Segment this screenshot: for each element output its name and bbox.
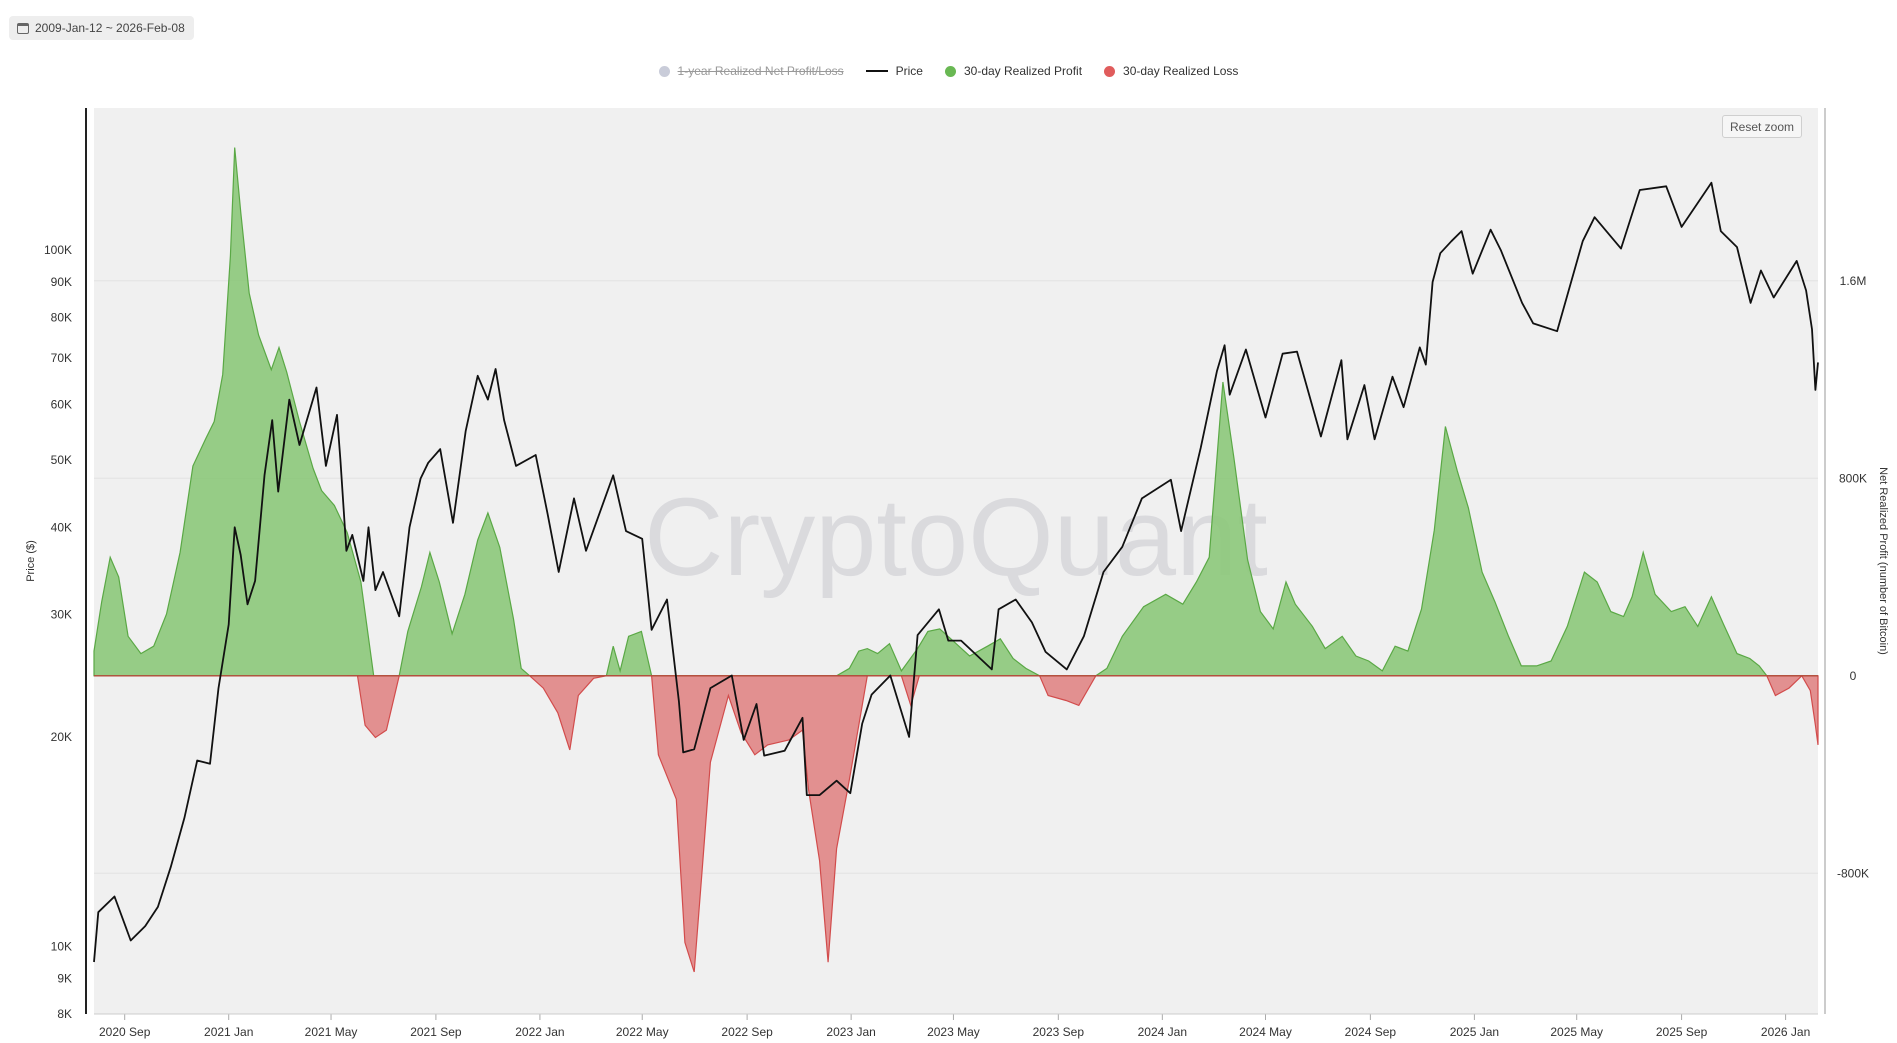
legend-swatch [1104,65,1116,77]
left-tick-label: 70K [51,351,72,365]
left-tick-label: 50K [51,453,72,467]
left-tick-label: 100K [44,243,72,257]
left-tick-label: 90K [51,275,72,289]
legend-swatch [658,65,670,77]
x-tick-label: 2023 Jan [826,1025,875,1039]
right-axis-title: Net Realized Profit (number of Bitcoin) [1877,467,1889,655]
right-tick-label: 1.6M [1840,274,1867,288]
x-tick-label: 2024 Jan [1138,1025,1187,1039]
date-range-text: 2009-Jan-12 ~ 2026-Feb-08 [35,21,185,35]
price-line [93,181,1819,963]
legend-label: Price [895,64,923,78]
x-tick-label: 2025 Jan [1450,1025,1499,1039]
x-tick-label: 2021 Jan [204,1025,253,1039]
x-tick-label: 2025 May [1550,1025,1603,1039]
right-tick-label: 800K [1839,471,1867,485]
left-tick-label: 8K [57,1007,72,1021]
left-tick-label: 60K [51,398,72,412]
x-tick-label: 2021 May [305,1025,358,1039]
x-tick-label: 2024 Sep [1345,1025,1397,1039]
x-tick-label: 2023 May [927,1025,980,1039]
legend-label: 1-year Realized Net Profit/Loss [677,64,844,78]
legend-swatch [865,70,888,72]
plot-area [94,108,1818,1014]
legend-item-3[interactable]: 30-day Realized Loss [1104,64,1238,78]
left-tick-label: 80K [51,311,72,325]
x-tick-label: 2022 May [616,1025,669,1039]
left-tick-label: 40K [51,520,72,534]
reset-zoom-button[interactable]: Reset zoom [1722,115,1802,138]
legend-label: 30-day Realized Loss [1123,64,1239,78]
x-tick-label: 2021 Sep [410,1025,462,1039]
legend-swatch [944,65,956,77]
x-tick-label: 2025 Sep [1656,1025,1708,1039]
x-tick-label: 2022 Jan [515,1025,564,1039]
calendar-icon [17,22,29,34]
date-range-picker[interactable]: 2009-Jan-12 ~ 2026-Feb-08 [9,16,194,40]
legend-item-1[interactable]: Price [865,64,923,78]
legend-label: 30-day Realized Profit [963,64,1083,78]
chart-legend: 1-year Realized Net Profit/Loss Price 30-d… [0,64,1897,78]
x-tick-label: 2024 May [1239,1025,1292,1039]
right-tick-label: 0 [1850,669,1857,683]
right-tick-label: -800K [1837,866,1869,880]
legend-item-0[interactable]: 1-year Realized Net Profit/Loss [658,64,844,78]
x-tick-label: 2023 Sep [1033,1025,1085,1039]
left-tick-label: 10K [51,940,72,954]
x-tick-label: 2020 Sep [99,1025,151,1039]
left-tick-label: 20K [51,730,72,744]
watermark: CryptoQuant [644,476,1268,599]
x-tick-label: 2026 Jan [1761,1025,1810,1039]
x-tick-label: 2022 Sep [721,1025,773,1039]
left-axis-title: Price ($) [25,540,37,582]
legend-item-2[interactable]: 30-day Realized Profit [944,64,1083,78]
left-tick-label: 9K [57,971,72,985]
left-tick-label: 30K [51,607,72,621]
